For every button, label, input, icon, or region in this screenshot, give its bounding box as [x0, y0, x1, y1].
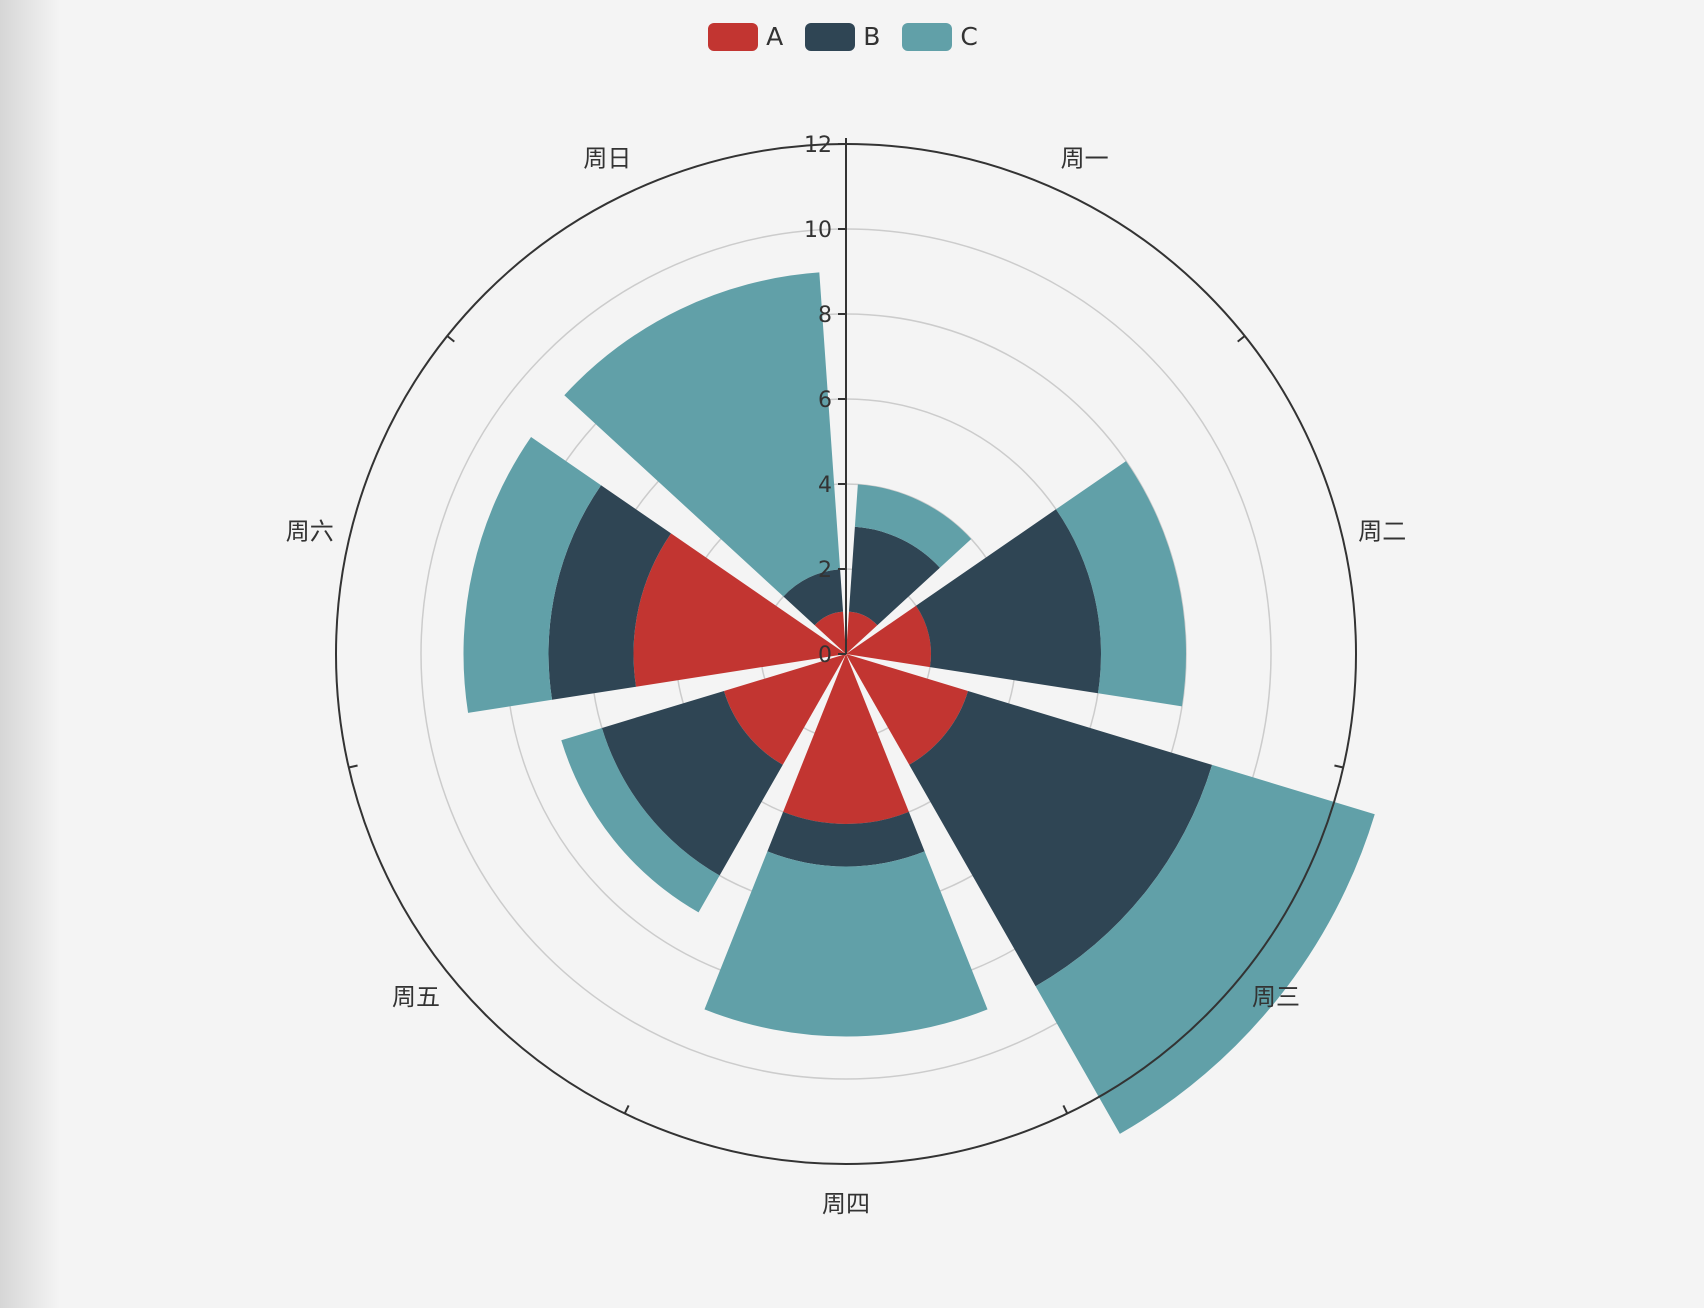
- legend-label-b: B: [863, 22, 881, 51]
- bar-c-6: [463, 436, 602, 713]
- angle-tick-2: [1334, 764, 1344, 769]
- bar-a-4: [783, 654, 909, 825]
- bar-c-2: [1055, 461, 1186, 707]
- angle-tick-1: [1237, 335, 1246, 343]
- bar-b-1: [848, 526, 940, 626]
- legend-item-a[interactable]: A: [708, 22, 783, 51]
- angle-tick-6: [446, 335, 455, 343]
- radius-label-12: 12: [804, 133, 832, 158]
- bar-c-1: [854, 484, 972, 568]
- bar-a-2: [846, 605, 931, 668]
- radius-label-0: 0: [818, 643, 832, 668]
- radius-label-2: 2: [818, 558, 832, 583]
- legend-item-c[interactable]: C: [902, 22, 978, 51]
- bar-b-4: [767, 811, 925, 867]
- bar-c-7: [564, 272, 841, 597]
- legend-item-b[interactable]: B: [805, 22, 880, 51]
- bar-c-5: [561, 727, 720, 913]
- bar-b-6: [548, 485, 672, 700]
- angle-tick-3: [1062, 1104, 1069, 1114]
- angle-label-5: 周五: [392, 983, 440, 1011]
- page-edge-shadow: [0, 0, 60, 1308]
- bar-b-3: [909, 690, 1213, 987]
- bar-a-3: [846, 654, 969, 765]
- radius-label-10: 10: [804, 218, 832, 243]
- angle-label-6: 周六: [286, 518, 334, 546]
- angle-label-3: 周三: [1252, 983, 1300, 1011]
- radius-label-8: 8: [818, 303, 832, 328]
- bar-a-5: [723, 654, 846, 765]
- bar-a-6: [633, 533, 846, 687]
- legend-label-a: A: [766, 22, 784, 51]
- radius-label-4: 4: [818, 473, 832, 498]
- legend-label-c: C: [960, 22, 978, 51]
- bar-b-2: [915, 509, 1101, 694]
- angle-tick-4: [623, 1104, 630, 1114]
- legend-swatch-a: [708, 22, 759, 51]
- legend-swatch-c: [902, 22, 953, 51]
- bar-a-1: [846, 611, 878, 654]
- bar-a-7: [814, 611, 846, 654]
- angle-label-1: 周一: [1061, 144, 1109, 172]
- radius-label-6: 6: [818, 388, 832, 413]
- bar-b-7: [783, 569, 844, 626]
- angle-label-4: 周四: [822, 1190, 870, 1218]
- bar-b-5: [601, 690, 783, 876]
- angle-tick-5: [348, 764, 358, 769]
- angle-label-2: 周二: [1358, 518, 1406, 546]
- angle-label-7: 周日: [583, 144, 631, 172]
- legend: A B C: [0, 22, 1695, 51]
- bar-c-4: [704, 851, 988, 1037]
- legend-swatch-b: [805, 22, 856, 51]
- bar-c-3: [1035, 764, 1375, 1134]
